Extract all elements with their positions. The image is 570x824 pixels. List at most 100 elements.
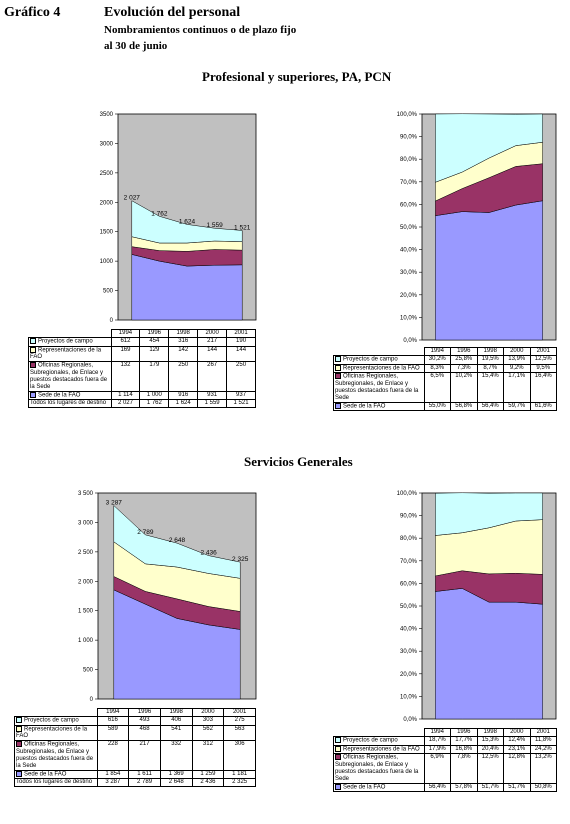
table-row-label: Proyectos de campo xyxy=(14,716,98,726)
table-header-row: 1994 1996 1998 2000 2001 xyxy=(29,329,256,338)
figure-number: Gráfico 4 xyxy=(4,5,61,20)
table-cell: 30,2% xyxy=(423,355,451,365)
y-tick-label: 100,0% xyxy=(397,491,418,497)
y-tick-label: 0,0% xyxy=(403,338,417,344)
table-year-header: 2000 xyxy=(503,728,531,737)
table-cell: 15,3% xyxy=(476,736,504,746)
table-row-label: Proyectos de campo xyxy=(28,337,112,347)
table-row: Oficinas Regionales, Subregionales, de E… xyxy=(14,740,256,771)
chart-profesional-percent: 0,0% 10,0% 20,0% 30,0% 40,0% 50,0% 60,0% 70,0% 8… xyxy=(397,112,557,344)
table-row: Todos los lugares de destino 2 027 1 762 1 … xyxy=(28,399,256,409)
area-series-0 xyxy=(435,200,543,341)
table-cell: 51,7% xyxy=(503,782,531,793)
table-year-header: 1994 xyxy=(423,728,451,737)
y-tick-label: 80,0% xyxy=(400,157,418,163)
table-cell: 12,5% xyxy=(476,753,504,784)
area-series-3 xyxy=(435,113,543,183)
table-cell: 17,7% xyxy=(450,736,478,746)
table-cell: 56,4% xyxy=(423,782,451,793)
table-row: Representaciones de la FAO 589 468 541 562 56… xyxy=(14,724,256,742)
y-tick-label: 2 000 xyxy=(78,579,94,585)
table-row: Sede de la FAO 55,0% 56,8% 56,4% 59,7% 61,6% xyxy=(333,401,557,412)
table-cell: 563 xyxy=(223,724,256,742)
area-series-3 xyxy=(131,200,243,244)
table-row: Representaciones de la FAO 169 129 142 144 14… xyxy=(28,345,256,363)
table-cell: 9,2% xyxy=(503,363,531,374)
table-cell: 562 xyxy=(191,724,225,742)
table-row: Proyectos de campo 616 493 406 303 275 xyxy=(14,716,256,726)
table-row-label: Oficinas Regionales, Subregionales, de E… xyxy=(28,361,112,392)
table-year-header: 2001 xyxy=(226,329,256,338)
table-row-label: Oficinas Regionales, Subregionales, de E… xyxy=(333,372,425,403)
table-row: Oficinas Regionales, Subregionales, de E… xyxy=(333,753,557,784)
table-row: Sede de la FAO 56,4% 57,8% 51,7% 51,7% 50,8% xyxy=(333,782,557,793)
table-cell: 228 xyxy=(96,740,130,771)
table-cell: 9,5% xyxy=(529,363,557,374)
chart-servicios-absolute: 0 500 1 000 1 500 2 000 2 500 3 000 3 500 3 287 2… xyxy=(78,491,257,703)
table-cell: 406 xyxy=(159,716,193,726)
legend-swatch xyxy=(16,725,22,732)
legend-swatch xyxy=(30,338,36,344)
table-row-label: Proyectos de campo xyxy=(333,736,425,746)
table-cell: 57,8% xyxy=(450,782,478,793)
table-year-header: 1996 xyxy=(128,708,161,717)
table-cell: 2 325 xyxy=(223,778,256,788)
total-label: 2 789 xyxy=(137,529,154,536)
table-header-row: 1994 1996 1998 2000 2001 xyxy=(15,708,256,717)
y-tick-label: 0 xyxy=(110,318,114,324)
table-cell: 13,2% xyxy=(529,753,557,784)
y-tick-label: 1 500 xyxy=(78,609,94,615)
table-cell: 2 648 xyxy=(159,778,193,788)
total-label: 3 287 xyxy=(106,500,123,507)
y-tick-label: 40,0% xyxy=(400,627,418,633)
table-cell: 17,9% xyxy=(423,744,451,755)
table-row-label: Todos los lugares de destino xyxy=(14,778,98,788)
table-year-header: 1994 xyxy=(110,329,141,338)
y-tick-label: 20,0% xyxy=(400,672,418,678)
table-cell: 10,2% xyxy=(450,372,478,403)
table-cell: 250 xyxy=(226,361,256,392)
table-row-label: Representaciones de la FAO xyxy=(333,363,425,374)
y-tick-label: 50,0% xyxy=(400,225,418,231)
table-cell: 2 027 xyxy=(110,399,141,409)
figure-subtitle-2: al 30 de junio xyxy=(104,40,168,52)
legend-swatch xyxy=(16,770,22,777)
table-cell: 12,5% xyxy=(529,355,557,365)
y-tick-label: 0,0% xyxy=(403,717,417,723)
legend-swatch xyxy=(30,346,36,353)
table-cell: 275 xyxy=(223,716,256,726)
table-cell: 142 xyxy=(168,345,199,363)
table-cell: 2 789 xyxy=(128,778,161,788)
section-title-profesional: Profesional y superiores, PA, PCN xyxy=(202,69,392,84)
table-year-header: 2001 xyxy=(223,708,256,717)
y-tick-label: 2500 xyxy=(100,171,114,177)
table-row: Sede de la FAO 1 114 1 000 916 931 937 xyxy=(28,390,256,401)
table-year-header: 1998 xyxy=(168,329,199,338)
table-cell: 6,5% xyxy=(423,372,451,403)
table-row-label: Sede de la FAO xyxy=(14,769,98,780)
y-tick-label: 30,0% xyxy=(400,270,418,276)
y-tick-label: 80,0% xyxy=(400,536,418,542)
legend-swatch xyxy=(30,391,36,398)
table-row: Sede de la FAO 1 854 1 611 1 369 1 259 1 181 xyxy=(14,769,256,780)
table-profesional-percent: 1994 1996 1998 2000 2001 Proyectos de campo 30… xyxy=(333,347,557,412)
table-cell: 454 xyxy=(139,337,170,347)
y-tick-label: 1 000 xyxy=(78,638,94,644)
y-tick-label: 50,0% xyxy=(400,604,418,610)
table-cell: 61,6% xyxy=(529,401,557,412)
table-corner xyxy=(334,729,425,737)
table-cell: 306 xyxy=(223,740,256,771)
table-cell: 12,4% xyxy=(503,736,531,746)
table-row-label: Oficinas Regionales, Subregionales, de E… xyxy=(14,740,98,771)
area-series-0 xyxy=(435,588,543,720)
y-tick-label: 1500 xyxy=(100,230,114,236)
table-cell: 56,4% xyxy=(476,401,504,412)
table-cell: 1 854 xyxy=(96,769,130,780)
y-tick-label: 40,0% xyxy=(400,248,418,254)
total-label: 2 436 xyxy=(200,550,217,557)
table-corner xyxy=(15,709,98,717)
table-corner xyxy=(334,348,425,356)
y-tick-label: 70,0% xyxy=(400,180,418,186)
table-row-label: Todos los lugares de destino xyxy=(28,399,112,409)
table-row-label: Oficinas Regionales, Subregionales, de E… xyxy=(333,753,425,784)
